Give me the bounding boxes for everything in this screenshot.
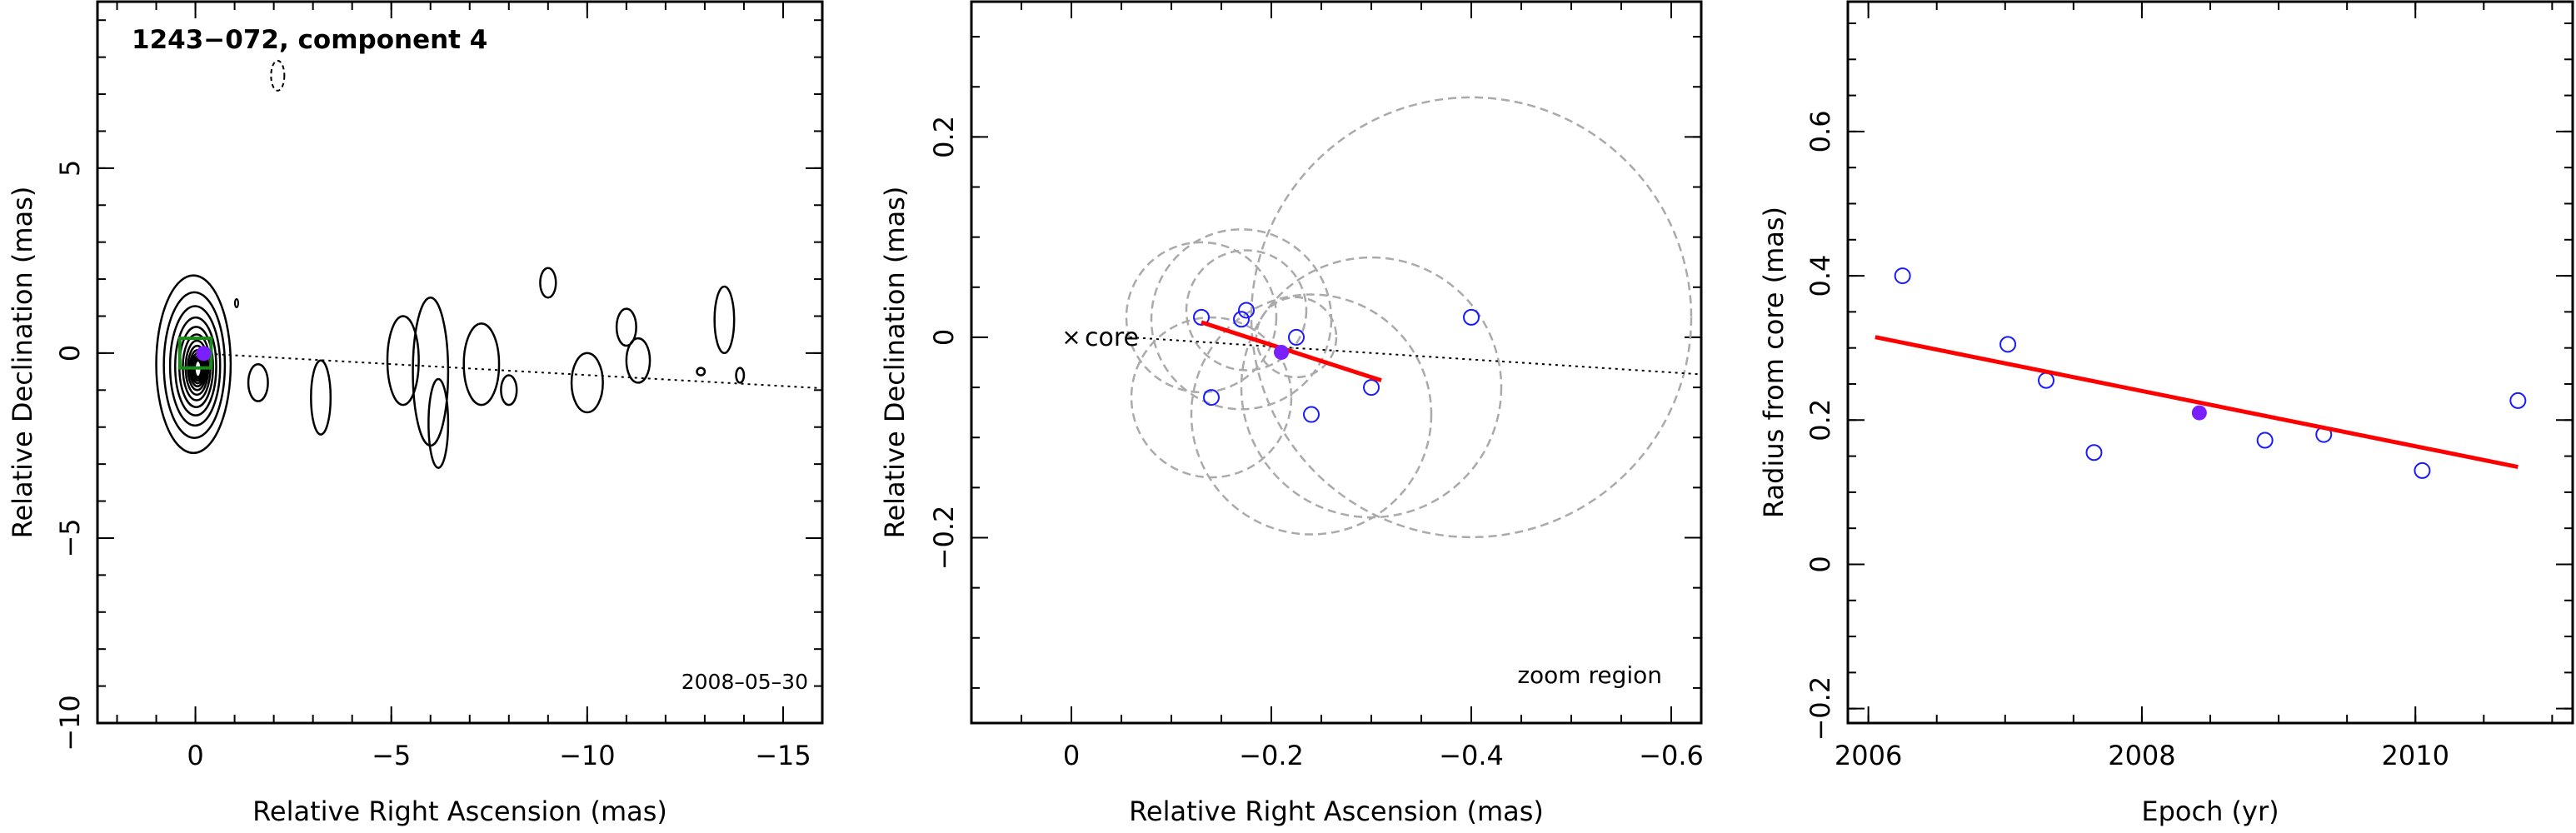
jet-contour: [500, 374, 518, 407]
jet-contour: [713, 285, 736, 355]
chart-title: 1243−072, component 4: [132, 25, 487, 55]
x-tick-label: −0.2: [1239, 740, 1304, 771]
negative-contour: [270, 59, 286, 92]
position-point: [1238, 302, 1255, 319]
y-tick-label: −0.2: [1805, 676, 1836, 741]
epoch-point: [2038, 372, 2055, 389]
date-label: 2008–05–30: [681, 670, 808, 694]
x-axis-label: Relative Right Ascension (mas): [252, 796, 667, 827]
core-label: core: [1085, 323, 1139, 352]
x-tick-label: 0: [1063, 740, 1080, 771]
component-positions: [1193, 302, 1480, 423]
size-circle: [1240, 256, 1503, 519]
position-point: [1288, 328, 1305, 346]
y-tick-label: 0.6: [1805, 110, 1836, 152]
jet-contour: [462, 322, 501, 407]
y-tick-label: 0.2: [1805, 399, 1836, 441]
axis-ticks: 2006 2008 2010 −0.2 0 0.2 0.4 0.6: [1805, 2, 2573, 771]
epoch-point: [2414, 461, 2431, 479]
core-contour: [155, 274, 232, 455]
y-tick-label: −5: [54, 518, 86, 557]
highlighted-component: [1274, 344, 1289, 360]
jet-contour: [615, 307, 637, 347]
jet-contour: [427, 377, 450, 469]
size-circle: [1125, 241, 1278, 394]
x-tick-label: −0.4: [1439, 740, 1504, 771]
y-tick-label: 0.2: [928, 116, 960, 158]
y-tick-label: 0.4: [1805, 255, 1836, 297]
jet-contour: [625, 337, 651, 384]
panel-zoom-region: 0 −0.2 −0.4 −0.6 −0.2 0 0.2 × core zoom region…: [879, 0, 1704, 827]
x-tick-label: −15: [755, 740, 811, 771]
epoch-point: [2085, 444, 2103, 461]
core-contour: [162, 291, 227, 439]
size-circle: [1190, 293, 1433, 536]
jet-contour: [247, 362, 269, 402]
epoch-point: [2256, 431, 2274, 449]
y-tick-label: −0.2: [928, 506, 960, 571]
core-marker: ×: [1061, 323, 1081, 351]
fit-line: [1875, 335, 2519, 470]
jet-contour: [310, 359, 332, 436]
epoch-point: [1999, 336, 2017, 353]
x-tick-label: 0: [187, 740, 203, 771]
axis-ticks: 0 −5 −10 −15 −10 −5 0 5: [54, 2, 823, 771]
x-axis-label: Relative Right Ascension (mas): [1129, 796, 1544, 827]
position-point: [1463, 308, 1480, 326]
x-axis-label: Epoch (yr): [2141, 796, 2279, 827]
x-tick-label: −0.6: [1639, 740, 1704, 771]
plot-frame: [1846, 0, 2574, 725]
x-tick-label: −10: [559, 740, 616, 771]
x-tick-label: 2008: [2108, 740, 2175, 771]
plot-frame: [96, 0, 824, 725]
fit-line: [1201, 320, 1382, 383]
y-axis-label: Relative Declination (mas): [879, 187, 911, 539]
region-label: zoom region: [1517, 661, 1662, 689]
position-point: [1233, 311, 1250, 328]
highlighted-epoch: [2191, 405, 2207, 421]
panel-contour-map: 0 −5 −10 −15 −10 −5 0 5 1243−072, component 4 2…: [7, 0, 824, 827]
size-circle: [1255, 296, 1338, 379]
jet-axis-line: [195, 352, 823, 390]
y-tick-label: 0: [928, 329, 960, 346]
size-circle: [1250, 96, 1693, 539]
core-contour: [174, 316, 217, 416]
jet-contour: [233, 297, 239, 308]
epoch-point: [2509, 392, 2527, 409]
jet-contour: [735, 367, 746, 384]
core-contour: [168, 305, 222, 427]
y-tick-label: −10: [54, 695, 86, 751]
plot-frame: [970, 0, 1703, 725]
jet-contour: [570, 352, 604, 414]
panel-radius-vs-epoch: 2006 2008 2010 −0.2 0 0.2 0.4 0.6 Epoch (yr) Ra…: [1758, 0, 2574, 827]
position-point: [1193, 308, 1210, 326]
y-tick-label: 0: [54, 345, 86, 362]
jet-contour: [696, 367, 706, 377]
position-point: [1363, 379, 1380, 397]
size-circle: [1130, 316, 1293, 479]
y-tick-label: 5: [54, 160, 86, 177]
size-circle: [1185, 249, 1308, 372]
axis-ticks: 0 −0.2 −0.4 −0.6 −0.2 0 0.2: [928, 2, 1704, 771]
component-marker: [196, 346, 212, 362]
contour-set: [155, 59, 746, 469]
jet-contour: [539, 267, 557, 299]
component-size-circles: [1125, 96, 1693, 539]
x-tick-label: 2006: [1835, 740, 1902, 771]
jet-contour: [386, 315, 420, 407]
x-tick-label: −5: [372, 740, 411, 771]
position-point: [1303, 406, 1320, 423]
y-tick-label: 0: [1805, 556, 1836, 572]
jet-axis-line: [1129, 336, 1702, 376]
y-axis-label: Relative Declination (mas): [7, 187, 38, 539]
x-tick-label: 2010: [2382, 740, 2449, 771]
position-point: [1203, 389, 1220, 407]
radius-points: [1894, 267, 2527, 479]
epoch-point: [1894, 267, 1911, 285]
y-axis-label: Radius from core (mas): [1758, 207, 1790, 518]
